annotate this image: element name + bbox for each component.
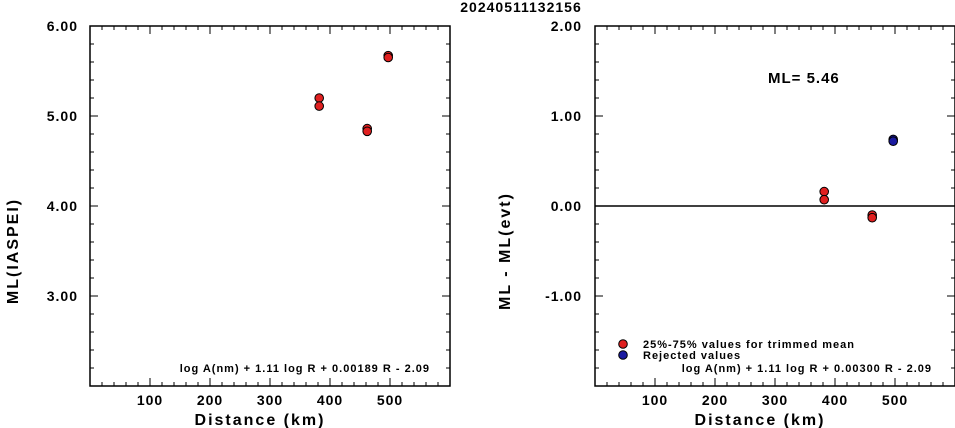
chart-2-data-point xyxy=(888,136,899,146)
chart-2-data-point xyxy=(867,212,878,223)
chart-1-x-tick-label: 500 xyxy=(377,392,403,408)
chart-2-x-tick-label: 300 xyxy=(762,392,788,408)
chart-1-y-tick-label: 4.00 xyxy=(47,198,78,214)
chart-2-data-point xyxy=(819,194,830,205)
ml-vs-distance-chart: 100 200 300 400 500 3.00 4.00 5.00 6.00 Distance … xyxy=(5,18,451,428)
chart-2-formula-annotation: log A(nm) + 1.11 log R + 0.00300 R - 2.0… xyxy=(682,363,932,375)
chart-2-x-tick-label: 500 xyxy=(882,392,908,408)
chart-1-y-tick-label: 5.00 xyxy=(47,108,78,124)
chart-2-ml-value: ML= 5.46 xyxy=(768,70,840,87)
chart-2-y-tick-label: 1.00 xyxy=(551,108,582,124)
figure-title: 20240511132156 xyxy=(460,0,581,15)
chart-1-x-axis-title: Distance (km) xyxy=(195,412,326,428)
chart-1-data-point xyxy=(383,52,394,63)
chart-1-x-tick-label: 100 xyxy=(137,392,163,408)
chart-1-plot-frame xyxy=(89,25,451,387)
chart-2-legend-label: Rejected values xyxy=(643,350,741,362)
chart-1-x-tick-label: 200 xyxy=(197,392,223,408)
chart-1-x-tick-label: 400 xyxy=(317,392,343,408)
chart-2-y-axis-title: ML - ML(evt) xyxy=(497,192,514,310)
chart-2-x-axis-title: Distance (km) xyxy=(695,412,826,428)
chart-1-data-point xyxy=(314,93,325,103)
ml-residual-vs-distance-chart: 100 200 300 400 500 -1.00 0.00 1.00 2.00 Distance… xyxy=(497,18,955,428)
chart-2-x-tick-label: 400 xyxy=(822,392,848,408)
chart-1-y-tick-label: 3.00 xyxy=(47,288,78,304)
chart-2-y-tick-label: -1.00 xyxy=(545,288,582,304)
chart-1-x-tick-label: 300 xyxy=(257,392,283,408)
chart-1-y-axis-title: ML(IASPEI) xyxy=(5,198,22,304)
chart-2-x-tick-label: 100 xyxy=(642,392,668,408)
chart-2-legend-label: 25%-75% values for trimmed mean xyxy=(643,339,855,351)
chart-2-legend-marker xyxy=(618,350,628,360)
chart-1-formula-annotation: log A(nm) + 1.11 log R + 0.00189 R - 2.0… xyxy=(180,363,430,375)
chart-2-y-tick-label: 2.00 xyxy=(551,18,582,34)
chart-2-legend-marker xyxy=(618,339,628,349)
chart-2-y-tick-label: 0.00 xyxy=(551,198,582,214)
chart-1-data-point xyxy=(362,126,373,137)
chart-1-y-tick-label: 6.00 xyxy=(47,18,78,34)
chart-1-data-point xyxy=(314,101,325,111)
chart-2-x-tick-label: 200 xyxy=(702,392,728,408)
chart-2-data-point xyxy=(819,186,830,197)
